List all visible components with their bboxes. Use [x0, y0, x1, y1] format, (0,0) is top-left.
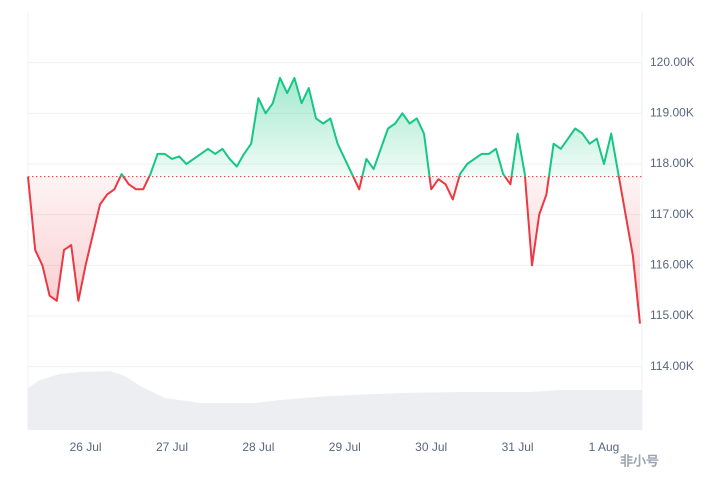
y-tick-label: 119.00K [650, 106, 694, 120]
y-tick-label: 114.00K [650, 359, 694, 373]
y-tick-label: 120.00K [650, 55, 695, 69]
x-tick-label: 27 Jul [156, 440, 188, 454]
y-tick-label: 116.00K [650, 258, 694, 272]
y-tick-label: 118.00K [650, 156, 694, 170]
x-tick-label: 1 Aug [589, 440, 620, 454]
volume-area [28, 371, 642, 430]
y-tick-label: 115.00K [650, 308, 694, 322]
x-tick-label: 26 Jul [70, 440, 102, 454]
x-tick-label: 30 Jul [415, 440, 447, 454]
area-fill [28, 77, 640, 324]
y-tick-label: 117.00K [650, 207, 694, 221]
x-tick-label: 29 Jul [329, 440, 361, 454]
x-tick-label: 31 Jul [502, 440, 534, 454]
watermark: 非小号 [620, 453, 659, 468]
x-tick-label: 28 Jul [242, 440, 274, 454]
price-line [27, 76, 641, 324]
